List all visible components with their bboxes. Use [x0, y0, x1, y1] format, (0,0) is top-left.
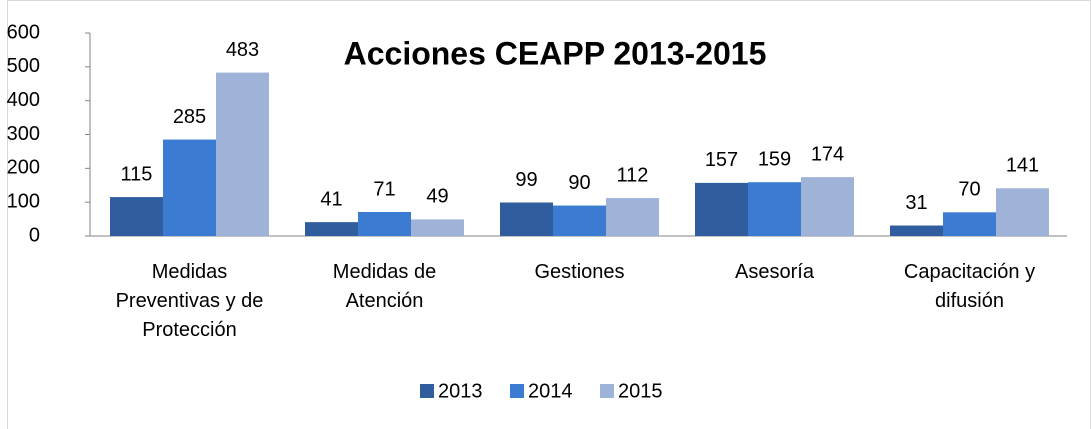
y-tick-label: 600 [7, 21, 40, 43]
data-label: 49 [426, 186, 448, 208]
data-label: 41 [320, 188, 342, 210]
bar [943, 212, 996, 236]
y-tick-label: 200 [7, 157, 40, 179]
legend-label: 2014 [528, 380, 573, 402]
bar [553, 205, 606, 236]
bar [358, 211, 411, 236]
x-tick-label: Medidas Preventivas y de Protección [115, 261, 264, 341]
x-tick-label: Capacitación y difusión [903, 261, 1036, 312]
data-label: 141 [1006, 155, 1039, 177]
data-label: 31 [905, 192, 927, 214]
data-label: 174 [811, 143, 844, 165]
legend-swatch [600, 384, 614, 398]
data-label: 483 [226, 39, 259, 61]
y-tick-label: 100 [7, 190, 40, 212]
y-tick-label: 300 [7, 123, 40, 145]
y-tick-label: 0 [29, 224, 40, 246]
chart-title: Acciones CEAPP 2013-2015 [344, 35, 767, 71]
bar [216, 72, 269, 237]
bar [163, 139, 216, 236]
data-label: 157 [705, 149, 738, 171]
data-label: 99 [515, 169, 537, 191]
bar [500, 202, 553, 236]
bar [801, 177, 854, 236]
bar [606, 198, 659, 236]
data-label: 90 [568, 172, 590, 194]
x-tick-label: Asesoría [735, 261, 814, 283]
data-label: 159 [758, 148, 791, 170]
bar [411, 219, 464, 236]
data-label: 285 [173, 106, 206, 128]
y-tick-label: 500 [7, 55, 40, 77]
legend-label: 2013 [438, 380, 483, 402]
legend-swatch [510, 384, 524, 398]
data-label: 112 [617, 164, 649, 186]
data-label: 71 [373, 178, 395, 200]
y-tick-label: 400 [7, 89, 40, 111]
bar [305, 222, 358, 236]
bar [748, 182, 801, 236]
bar [695, 182, 748, 236]
data-label: 115 [121, 163, 153, 185]
bar [110, 197, 163, 236]
x-tick-label: Medidas de Atención [332, 261, 437, 312]
data-label: 70 [958, 179, 980, 201]
legend-label: 2015 [618, 380, 663, 402]
x-tick-label: Gestiones [534, 261, 625, 283]
bar [890, 225, 943, 236]
legend-swatch [420, 384, 434, 398]
bar [996, 188, 1049, 236]
